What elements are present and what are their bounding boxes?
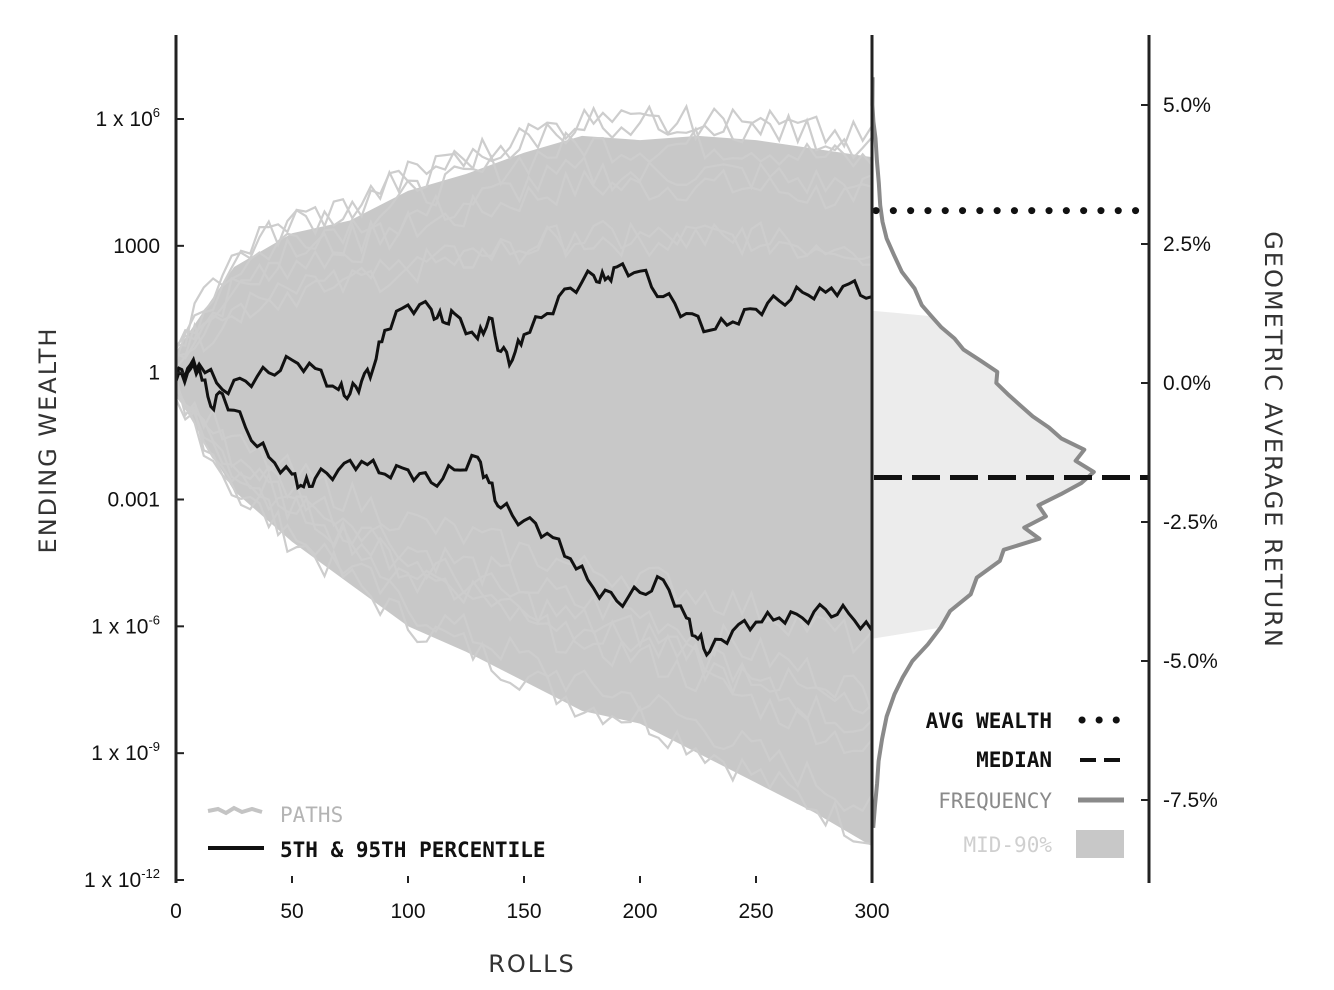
legend-paths-swatch bbox=[207, 805, 263, 816]
path-trace-13 bbox=[175, 104, 873, 347]
frequency-curve bbox=[870, 77, 1096, 828]
percentile-line-5th bbox=[174, 360, 874, 658]
y-tick-label-2: 1 bbox=[148, 362, 160, 385]
y2-axis-title: GEOMETRIC AVERAGE RETURN bbox=[1259, 231, 1287, 649]
y-tick-label-5: 1 x 10-9 bbox=[91, 739, 160, 765]
paths-band bbox=[176, 135, 872, 847]
legend-frequency-label: FREQUENCY bbox=[938, 789, 1052, 813]
path-trace-7 bbox=[175, 219, 873, 369]
x-tick-label-200: 200 bbox=[622, 900, 657, 923]
path-trace-5 bbox=[175, 126, 873, 347]
path-trace-4 bbox=[175, 394, 873, 813]
frequency-layer bbox=[870, 77, 1096, 828]
reference-lines-layer bbox=[872, 207, 1153, 481]
path-trace-10 bbox=[174, 382, 873, 734]
y2-tick-label-5: -7.5% bbox=[1163, 789, 1218, 812]
y-ticks-layer: 1 x 106 1000 1 0.001 1 x 10-6 1 x 10-9 1 x 10-… bbox=[84, 105, 184, 892]
paths-band-layer bbox=[176, 135, 872, 847]
x-ticks-layer: 0 50 100 150 200 250 300 bbox=[170, 876, 890, 923]
y2-tick-label-0: 5.0% bbox=[1163, 94, 1211, 117]
x-tick-label-250: 250 bbox=[738, 900, 773, 923]
axes-layer bbox=[174, 35, 1151, 883]
legend-avg-wealth-label: AVG WEALTH bbox=[926, 709, 1052, 733]
x-tick-label-100: 100 bbox=[390, 900, 425, 923]
path-trace-14 bbox=[175, 388, 873, 715]
path-trace-12 bbox=[174, 377, 873, 655]
legend-right: AVG WEALTH MEDIAN FREQUENCY MID-90% bbox=[926, 709, 1126, 858]
legend-paths-label: PATHS bbox=[280, 803, 343, 827]
legend-mid90-label: MID-90% bbox=[963, 833, 1052, 857]
path-trace-9 bbox=[175, 155, 873, 351]
y-tick-label-3: 0.001 bbox=[107, 489, 160, 512]
y2-tick-label-1: 2.5% bbox=[1163, 233, 1211, 256]
y-tick-label-6: 1 x 10-12 bbox=[84, 866, 160, 892]
y-tick-label-4: 1 x 10-6 bbox=[91, 612, 160, 638]
legend-mid90-swatch bbox=[1076, 830, 1124, 858]
y2-tick-label-4: -5.0% bbox=[1163, 650, 1218, 673]
percentile-lines-layer bbox=[174, 261, 874, 658]
y-tick-label-0: 1 x 106 bbox=[96, 105, 160, 131]
y-tick-label-1: 1000 bbox=[113, 235, 160, 258]
legend-left: PATHS 5TH & 95TH PERCENTILE bbox=[207, 803, 546, 862]
legend-percentile-label: 5TH & 95TH PERCENTILE bbox=[280, 838, 546, 862]
mid90-area bbox=[872, 310, 1094, 639]
y2-tick-label-2: 0.0% bbox=[1163, 372, 1211, 395]
x-tick-label-0: 0 bbox=[170, 900, 182, 923]
path-trace-11 bbox=[174, 103, 873, 362]
path-trace-3 bbox=[175, 221, 873, 358]
x-tick-label-50: 50 bbox=[280, 900, 303, 923]
y2-tick-label-3: -2.5% bbox=[1163, 511, 1218, 534]
percentile-line-95th bbox=[174, 261, 873, 402]
path-trace-1 bbox=[175, 168, 873, 360]
path-trace-2 bbox=[175, 385, 873, 846]
y2-ticks-layer: 5.0% 2.5% 0.0% -2.5% -5.0% -7.5% bbox=[1141, 94, 1218, 812]
x-axis-title: ROLLS bbox=[488, 950, 576, 978]
paths-layer bbox=[174, 103, 874, 846]
y-axis-title: ENDING WEALTH bbox=[34, 327, 62, 554]
x-tick-label-300: 300 bbox=[854, 900, 889, 923]
legend-median-label: MEDIAN bbox=[976, 748, 1052, 772]
x-tick-label-150: 150 bbox=[506, 900, 541, 923]
